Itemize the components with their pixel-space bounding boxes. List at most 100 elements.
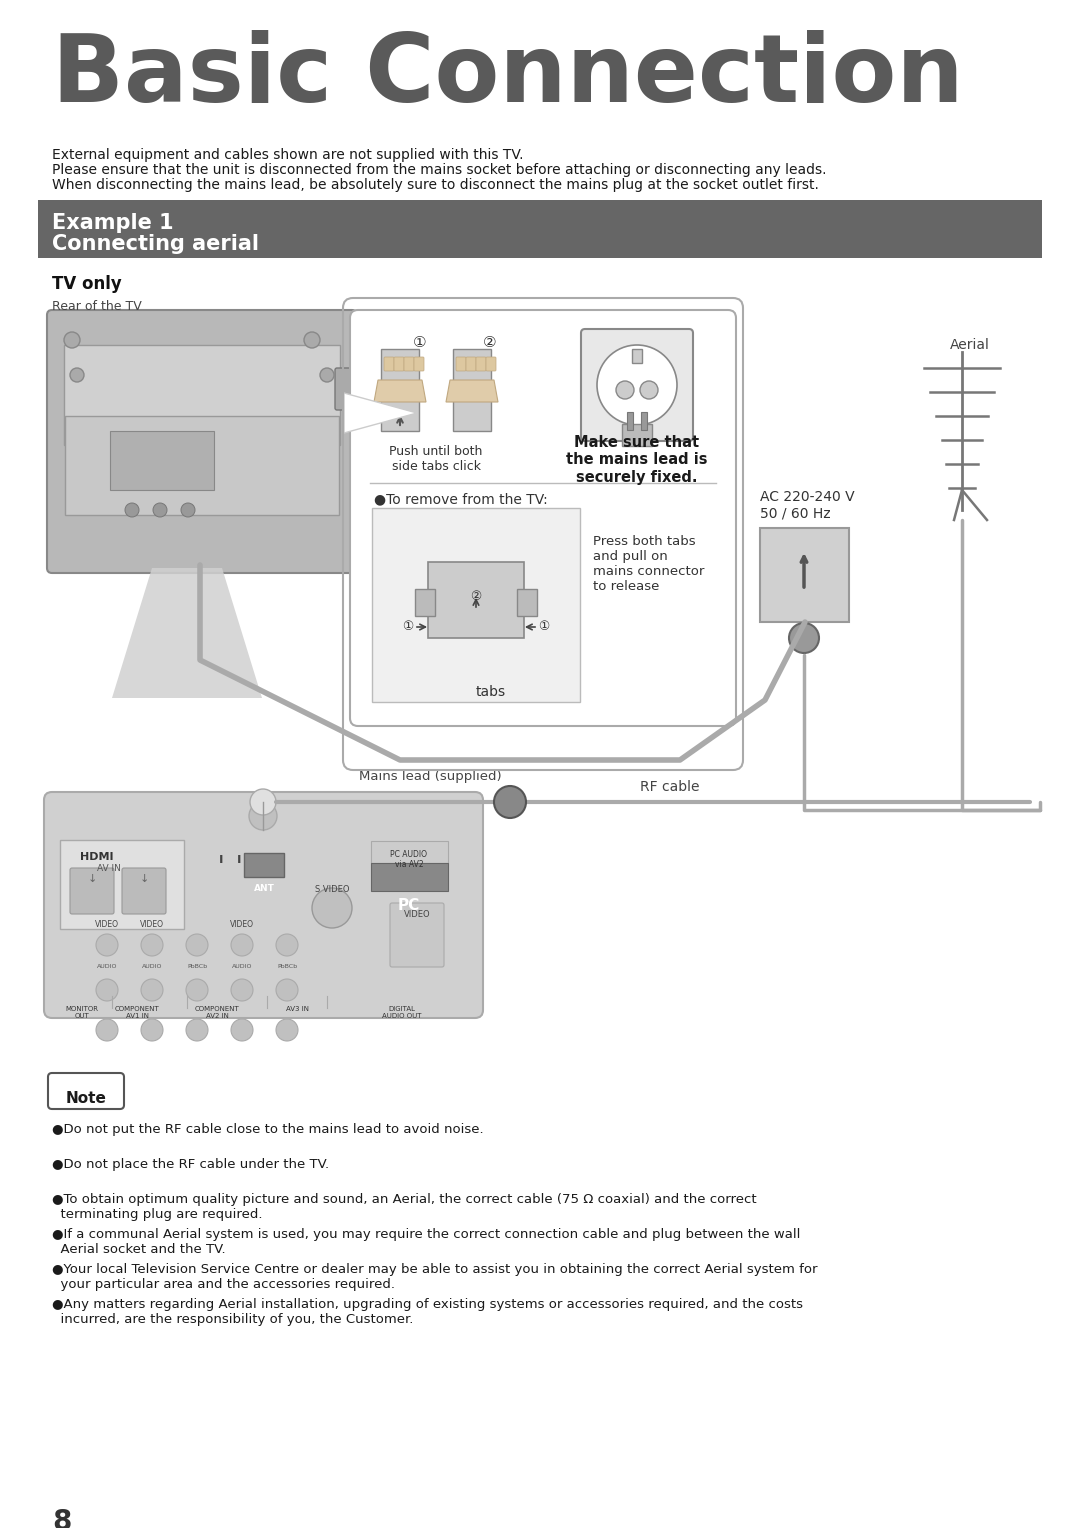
Circle shape: [186, 979, 208, 1001]
Circle shape: [96, 934, 118, 957]
Circle shape: [789, 623, 819, 652]
Circle shape: [276, 934, 298, 957]
Text: AV3 IN: AV3 IN: [285, 1005, 309, 1012]
Text: S VIDEO: S VIDEO: [314, 885, 349, 894]
FancyBboxPatch shape: [65, 416, 339, 515]
Circle shape: [141, 1019, 163, 1041]
FancyBboxPatch shape: [372, 507, 580, 701]
FancyBboxPatch shape: [64, 345, 340, 445]
Circle shape: [153, 503, 167, 516]
Text: PC AUDIO
via AV2: PC AUDIO via AV2: [391, 850, 428, 869]
FancyBboxPatch shape: [453, 348, 491, 431]
FancyBboxPatch shape: [642, 413, 647, 429]
Circle shape: [597, 345, 677, 425]
Text: ●To remove from the TV:: ●To remove from the TV:: [374, 492, 548, 506]
Text: Rear of the TV: Rear of the TV: [52, 299, 141, 313]
FancyBboxPatch shape: [622, 423, 652, 446]
FancyBboxPatch shape: [760, 529, 849, 622]
Circle shape: [249, 802, 276, 830]
Text: TV only: TV only: [52, 275, 122, 293]
Text: Press both tabs
and pull on
mains connector
to release: Press both tabs and pull on mains connec…: [593, 535, 704, 593]
Circle shape: [125, 503, 139, 516]
FancyBboxPatch shape: [390, 903, 444, 967]
Polygon shape: [374, 380, 426, 402]
Text: VIDEO: VIDEO: [404, 911, 430, 918]
FancyBboxPatch shape: [372, 863, 448, 891]
FancyBboxPatch shape: [394, 358, 404, 371]
FancyBboxPatch shape: [381, 348, 419, 431]
Circle shape: [640, 380, 658, 399]
FancyBboxPatch shape: [70, 868, 114, 914]
FancyBboxPatch shape: [476, 358, 486, 371]
Text: tabs: tabs: [476, 685, 507, 698]
Text: ●Do not put the RF cable close to the mains lead to avoid noise.: ●Do not put the RF cable close to the ma…: [52, 1123, 484, 1135]
FancyBboxPatch shape: [415, 588, 435, 616]
Text: ●Do not place the RF cable under the TV.: ●Do not place the RF cable under the TV.: [52, 1158, 329, 1170]
FancyBboxPatch shape: [110, 431, 214, 490]
Text: VIDEO: VIDEO: [95, 920, 119, 929]
FancyBboxPatch shape: [350, 310, 735, 726]
Circle shape: [276, 979, 298, 1001]
Text: COMPONENT
AV2 IN: COMPONENT AV2 IN: [194, 1005, 240, 1019]
FancyBboxPatch shape: [632, 348, 642, 364]
FancyBboxPatch shape: [38, 200, 1042, 258]
Polygon shape: [112, 568, 262, 698]
FancyBboxPatch shape: [244, 853, 284, 877]
Text: ●To obtain optimum quality picture and sound, an Aerial, the correct cable (75 Ω: ●To obtain optimum quality picture and s…: [52, 1193, 757, 1221]
Text: AV IN: AV IN: [97, 863, 121, 872]
Text: ①: ①: [403, 620, 414, 634]
Polygon shape: [446, 380, 498, 402]
Circle shape: [186, 934, 208, 957]
Text: PC: PC: [397, 898, 420, 914]
Circle shape: [494, 785, 526, 817]
FancyBboxPatch shape: [404, 358, 414, 371]
Text: PbBCb: PbBCb: [187, 964, 207, 969]
Text: MONITOR
OUT: MONITOR OUT: [66, 1005, 98, 1019]
Circle shape: [249, 788, 276, 814]
FancyBboxPatch shape: [48, 310, 357, 573]
FancyBboxPatch shape: [456, 358, 465, 371]
Text: VIDEO: VIDEO: [140, 920, 164, 929]
Text: When disconnecting the mains lead, be absolutely sure to disconnect the mains pl: When disconnecting the mains lead, be ab…: [52, 177, 819, 193]
Text: Note: Note: [66, 1091, 107, 1106]
Circle shape: [141, 979, 163, 1001]
FancyBboxPatch shape: [60, 840, 184, 929]
Circle shape: [96, 1019, 118, 1041]
FancyBboxPatch shape: [581, 329, 693, 442]
Text: AUDIO: AUDIO: [141, 964, 162, 969]
Text: ●If a communal Aerial system is used, you may require the correct connection cab: ●If a communal Aerial system is used, yo…: [52, 1229, 800, 1256]
FancyBboxPatch shape: [627, 413, 633, 429]
Circle shape: [312, 888, 352, 927]
Text: External equipment and cables shown are not supplied with this TV.: External equipment and cables shown are …: [52, 148, 524, 162]
Circle shape: [64, 332, 80, 348]
Circle shape: [181, 503, 195, 516]
Text: ①: ①: [538, 620, 550, 634]
Circle shape: [141, 934, 163, 957]
Text: ①: ①: [414, 335, 427, 350]
Text: Connecting aerial: Connecting aerial: [52, 234, 259, 254]
Circle shape: [186, 1019, 208, 1041]
Text: Make sure that
the mains lead is
securely fixed.: Make sure that the mains lead is securel…: [566, 435, 707, 484]
Text: Please ensure that the unit is disconnected from the mains socket before attachi: Please ensure that the unit is disconnec…: [52, 163, 826, 177]
Text: AUDIO: AUDIO: [232, 964, 253, 969]
FancyBboxPatch shape: [48, 1073, 124, 1109]
Text: ANT: ANT: [254, 885, 274, 892]
Circle shape: [320, 368, 334, 382]
Text: Example 1: Example 1: [52, 212, 174, 232]
Text: ↓: ↓: [87, 874, 97, 885]
Text: PbBCb: PbBCb: [276, 964, 297, 969]
Text: Aerial: Aerial: [950, 338, 990, 351]
Text: 8: 8: [52, 1508, 71, 1528]
Polygon shape: [345, 393, 417, 432]
FancyBboxPatch shape: [384, 358, 394, 371]
Circle shape: [70, 368, 84, 382]
Text: ●Your local Television Service Centre or dealer may be able to assist you in obt: ●Your local Television Service Centre or…: [52, 1264, 818, 1291]
FancyBboxPatch shape: [44, 792, 483, 1018]
Text: HDMI: HDMI: [80, 853, 113, 862]
Text: ●Any matters regarding Aerial installation, upgrading of existing systems or acc: ●Any matters regarding Aerial installati…: [52, 1297, 804, 1326]
FancyBboxPatch shape: [414, 358, 424, 371]
Circle shape: [276, 1019, 298, 1041]
Text: Push until both
side tabs click: Push until both side tabs click: [389, 445, 483, 474]
Text: ↓: ↓: [139, 874, 149, 885]
Text: Basic Connection: Basic Connection: [52, 31, 963, 122]
